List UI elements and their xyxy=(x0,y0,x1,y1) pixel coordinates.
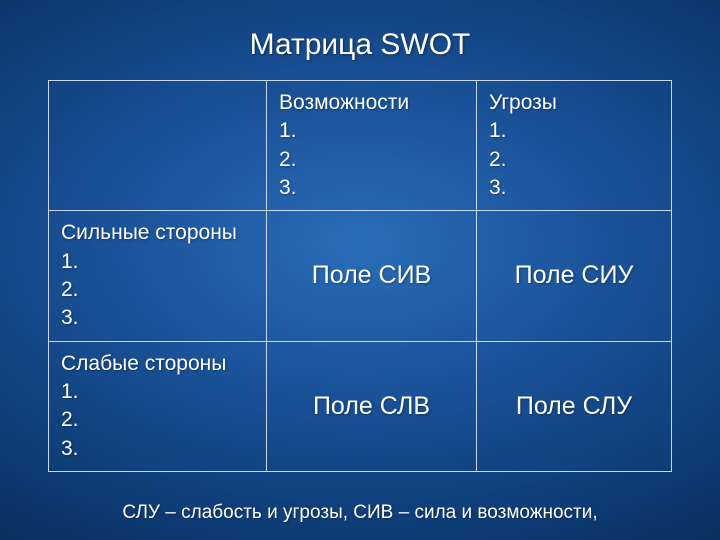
weaknesses-label: Слабые стороны1.2.3. xyxy=(49,341,267,471)
strengths-row: Сильные стороны1.2.3. Поле СИВ Поле СИУ xyxy=(49,211,672,341)
slide-title: Матрица SWOT xyxy=(48,28,672,62)
legend-line-2: СИУ –сила и угрозы, СЛВ – слабость и воз… xyxy=(56,532,664,540)
opportunities-header: Возможности1.2.3. xyxy=(267,81,477,211)
corner-cell xyxy=(49,81,267,211)
weaknesses-row: Слабые стороны1.2.3. Поле СЛВ Поле СЛУ xyxy=(49,341,672,471)
legend-block: СЛУ – слабость и угрозы, СИВ – сила и во… xyxy=(48,494,672,540)
swot-matrix-table: Возможности1.2.3. Угрозы1.2.3. Сильные с… xyxy=(48,80,672,472)
threats-header: Угрозы1.2.3. xyxy=(477,81,672,211)
cell-slv: Поле СЛВ xyxy=(267,341,477,471)
legend-siu: СИУ –сила и угрозы, xyxy=(112,532,295,540)
cell-siu: Поле СИУ xyxy=(477,211,672,341)
strengths-label: Сильные стороны1.2.3. xyxy=(49,211,267,341)
cell-slu: Поле СЛУ xyxy=(477,341,672,471)
legend-line-1: СЛУ – слабость и угрозы, СИВ – сила и во… xyxy=(56,494,664,532)
cell-siv: Поле СИВ xyxy=(267,211,477,341)
legend-slv: СЛВ – слабость и возможности. xyxy=(327,532,608,540)
table-header-row: Возможности1.2.3. Угрозы1.2.3. xyxy=(49,81,672,211)
